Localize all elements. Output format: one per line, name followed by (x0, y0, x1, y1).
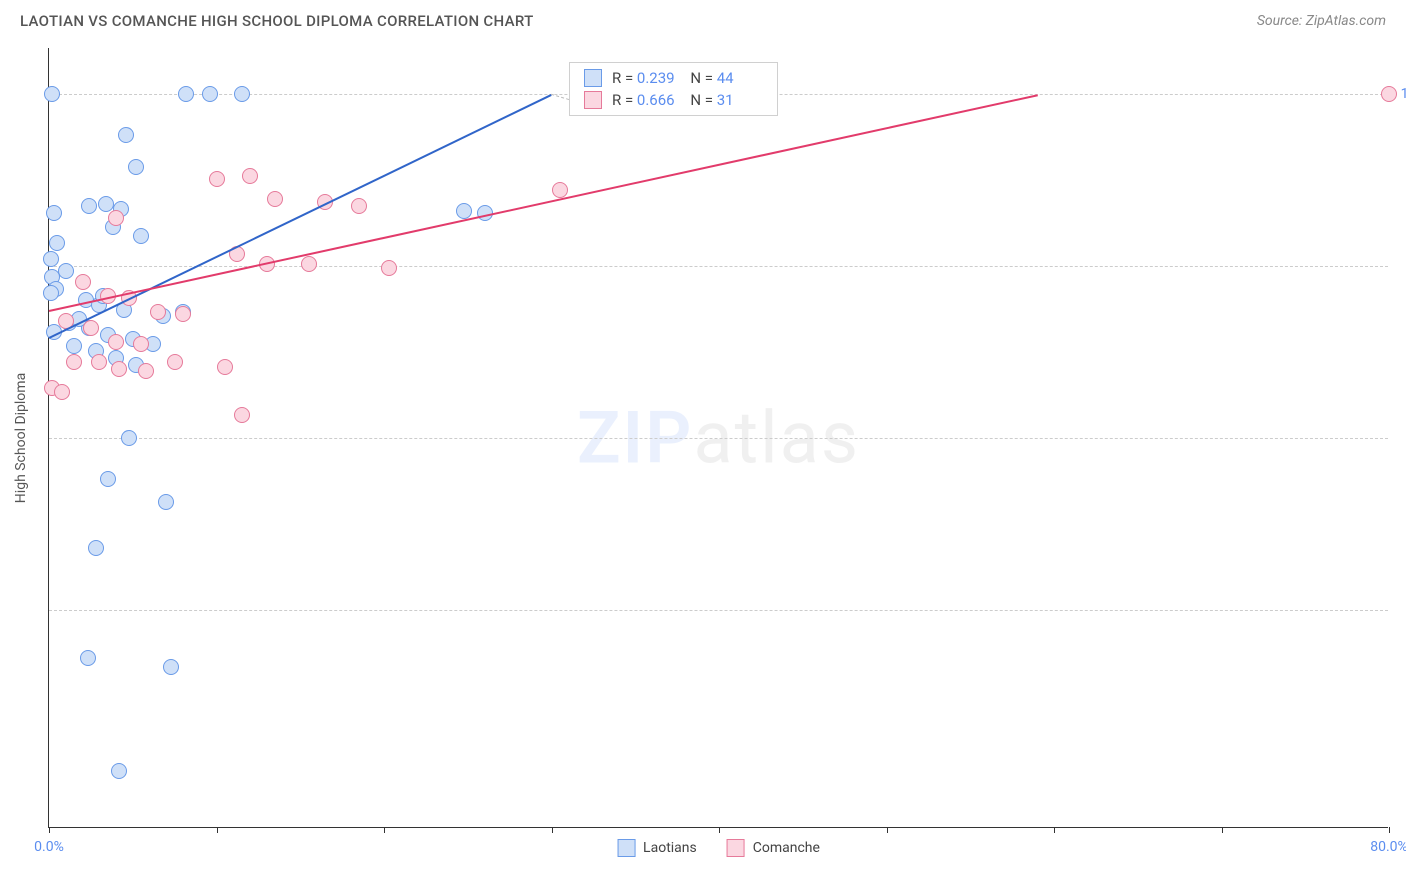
data-point-laotians (118, 127, 134, 143)
data-point-laotians (133, 228, 149, 244)
data-point-laotians (80, 650, 96, 666)
data-point-comanche (175, 306, 191, 322)
legend-swatch-comanche (584, 91, 602, 109)
data-point-comanche (54, 384, 70, 400)
data-point-laotians (111, 763, 127, 779)
x-tick (1054, 827, 1055, 833)
data-point-comanche (381, 260, 397, 276)
data-point-comanche (108, 334, 124, 350)
data-point-laotians (43, 251, 59, 267)
legend-swatch-laotians (584, 69, 602, 87)
x-tick (1222, 827, 1223, 833)
legend-row-laotians: R = 0.239 N = 44 (584, 69, 763, 87)
data-point-comanche (242, 168, 258, 184)
scatter-chart: High School Diploma ZIPatlas 77.5%85.0%9… (48, 48, 1388, 828)
data-point-comanche (111, 361, 127, 377)
data-point-comanche (133, 336, 149, 352)
y-axis-title: High School Diploma (13, 372, 29, 502)
series-label-comanche: Comanche (753, 840, 820, 856)
data-point-laotians (100, 471, 116, 487)
gridline (49, 610, 1388, 611)
legend-stats-comanche: R = 0.666 N = 31 (612, 91, 763, 109)
data-point-laotians (234, 86, 250, 102)
trendline-comanche (49, 94, 1038, 312)
series-legend-item-laotians: Laotians (617, 839, 697, 857)
data-point-laotians (202, 86, 218, 102)
data-point-comanche (267, 191, 283, 207)
data-point-comanche (217, 359, 233, 375)
data-point-laotians (43, 285, 59, 301)
x-tick (887, 827, 888, 833)
chart-title: LAOTIAN VS COMANCHE HIGH SCHOOL DIPLOMA … (20, 12, 534, 30)
series-swatch-laotians (617, 839, 635, 857)
data-point-laotians (66, 338, 82, 354)
data-point-laotians (163, 659, 179, 675)
series-legend-item-comanche: Comanche (727, 839, 820, 857)
source-attribution: Source: ZipAtlas.com (1257, 13, 1386, 29)
y-tick-label: 85.0% (1391, 430, 1406, 446)
x-tick-label: 0.0% (34, 839, 64, 855)
data-point-comanche (83, 320, 99, 336)
data-point-comanche (1381, 86, 1397, 102)
data-point-comanche (108, 210, 124, 226)
data-point-laotians (121, 430, 137, 446)
data-point-laotians (81, 198, 97, 214)
data-point-laotians (88, 540, 104, 556)
x-tick (552, 827, 553, 833)
legend-row-comanche: R = 0.666 N = 31 (584, 91, 763, 109)
data-point-comanche (167, 354, 183, 370)
data-point-laotians (49, 235, 65, 251)
data-point-comanche (150, 304, 166, 320)
x-tick (384, 827, 385, 833)
data-point-laotians (158, 494, 174, 510)
x-tick (49, 827, 50, 833)
series-label-laotians: Laotians (643, 840, 697, 856)
data-point-laotians (46, 205, 62, 221)
data-point-comanche (91, 354, 107, 370)
data-point-comanche (234, 407, 250, 423)
legend-stats-laotians: R = 0.239 N = 44 (612, 69, 763, 87)
data-point-laotians (128, 159, 144, 175)
data-point-laotians (456, 203, 472, 219)
data-point-comanche (301, 256, 317, 272)
data-point-comanche (552, 182, 568, 198)
series-legend: Laotians Comanche (617, 839, 820, 857)
data-point-comanche (66, 354, 82, 370)
correlation-legend: R = 0.239 N = 44 R = 0.666 N = 31 (569, 62, 778, 116)
data-point-comanche (138, 363, 154, 379)
x-tick (719, 827, 720, 833)
y-tick-label: 92.5% (1391, 258, 1406, 274)
x-tick-label: 80.0% (1370, 839, 1406, 855)
data-point-comanche (75, 274, 91, 290)
data-point-laotians (178, 86, 194, 102)
y-tick-label: 77.5% (1391, 602, 1406, 618)
data-point-laotians (44, 86, 60, 102)
data-point-comanche (351, 198, 367, 214)
gridline (49, 438, 1388, 439)
x-tick (1389, 827, 1390, 833)
data-point-laotians (58, 263, 74, 279)
x-tick (217, 827, 218, 833)
series-swatch-comanche (727, 839, 745, 857)
data-point-comanche (209, 171, 225, 187)
